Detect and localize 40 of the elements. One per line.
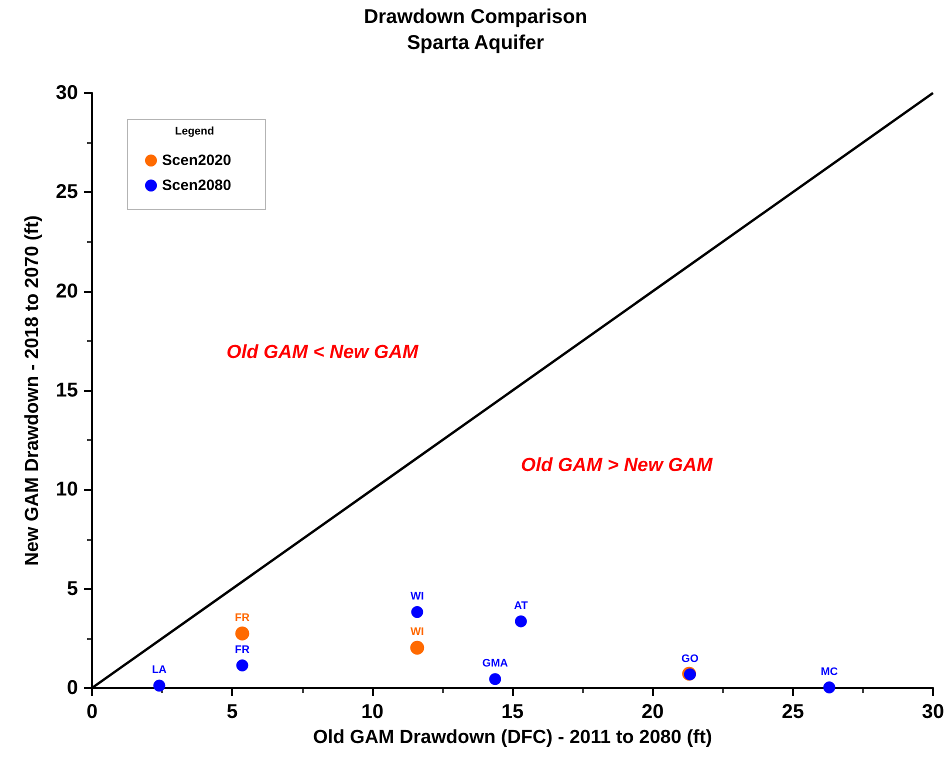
x-tick-label: 20 <box>642 701 664 723</box>
point <box>235 626 250 640</box>
point <box>514 615 527 628</box>
annotation: MC <box>820 666 838 678</box>
chart-subtitle: Sparta Aquifer <box>406 32 544 54</box>
legend-label: Scen2080 <box>162 177 232 194</box>
x-tick-label: 15 <box>501 701 524 723</box>
point <box>823 681 836 694</box>
point <box>489 673 502 686</box>
x-axis-title: Old GAM Drawdown (DFC) - 2011 to 2080 (ft) <box>312 727 712 748</box>
point <box>411 606 424 618</box>
annotation: AT <box>514 600 528 612</box>
x-tick-label: 25 <box>782 701 804 723</box>
point <box>236 659 248 672</box>
legend-label: Scen2020 <box>162 152 232 169</box>
x-tick-label: 10 <box>361 701 384 723</box>
point <box>153 680 166 692</box>
annotation: FR <box>234 612 250 624</box>
annotation: Old GAM > New GAM <box>520 454 714 476</box>
annotation: Old GAM < New GAM <box>226 342 420 363</box>
annotation: WI <box>410 590 424 603</box>
annotation: LA <box>152 664 167 676</box>
y-tick-label: 20 <box>56 280 78 302</box>
y-tick-label: 30 <box>56 82 78 104</box>
x-tick-label: 0 <box>86 701 98 723</box>
annotation: GMA <box>482 658 508 670</box>
annotation: GO <box>681 652 699 665</box>
chart-title: Drawdown Comparison <box>364 6 588 28</box>
y-tick-label: 25 <box>56 181 78 204</box>
annotation: FR <box>234 644 250 656</box>
y-tick-label: 0 <box>66 677 78 699</box>
legend-title: Legend <box>175 126 214 138</box>
annotation: WI <box>410 626 424 638</box>
x-tick-label: 5 <box>226 701 238 723</box>
y-tick-label: 15 <box>56 380 78 402</box>
x-tick-label: 30 <box>922 701 944 723</box>
y-axis-title: New GAM Drawdown - 2018 to 2070 (ft) <box>22 215 43 566</box>
point <box>410 640 424 655</box>
y-tick-label: 10 <box>56 478 78 501</box>
y-tick-label: 5 <box>66 578 78 600</box>
